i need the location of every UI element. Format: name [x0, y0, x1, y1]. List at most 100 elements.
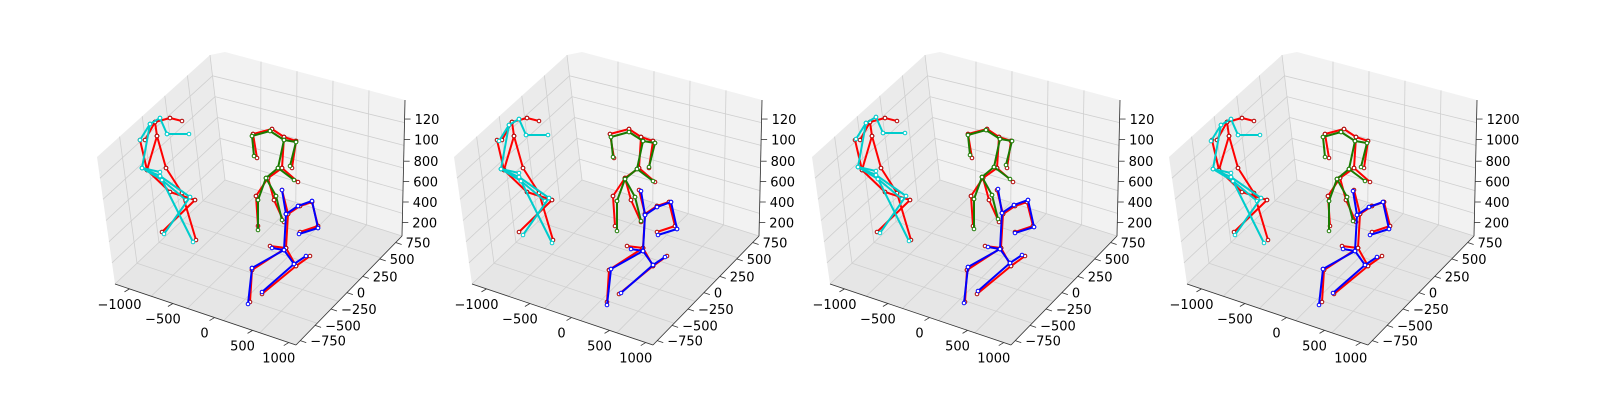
z-tick-label: 800 [1486, 155, 1511, 170]
skeleton-p1-pred-bone [141, 123, 151, 169]
skeleton-p3-pred-joint [245, 301, 251, 307]
skeleton-p3-pred-joint [1366, 204, 1372, 210]
skeleton-p1-pred-joint [164, 131, 170, 137]
skeleton-p1-pred-bone [518, 118, 527, 136]
skeleton-p1-gt-bone [869, 121, 873, 137]
skeleton-p1-gt-joint [549, 197, 555, 203]
grid-line [459, 96, 762, 200]
skeleton-p1-gt-joint [192, 197, 198, 203]
skeleton-p1-pred-joint [873, 172, 879, 178]
x-tick-label: −500 [860, 313, 896, 328]
skeleton-p2-pred-joint [251, 153, 257, 159]
grid-line [158, 242, 339, 302]
skeleton-p3-pred-joint [975, 288, 981, 294]
y-tick-label: −750 [1382, 335, 1418, 350]
skeleton-p1-pred-joint [520, 232, 526, 238]
z-tick-label: 100 [414, 133, 439, 148]
skeleton-p2-pred-joint [291, 177, 297, 183]
grid-line [462, 117, 761, 221]
skeleton-p1-gt-joint [1235, 165, 1241, 171]
skeleton-p3-pred-joint [1367, 232, 1373, 238]
skeleton-p1-pred-joint [157, 115, 163, 121]
skeleton-p1-pred-joint [906, 238, 912, 244]
skeleton-p2-pred-joint [1003, 162, 1009, 168]
z-tick-label: 120 [1130, 113, 1155, 128]
skeleton-p2-pred-joint [995, 216, 1001, 222]
y-axis-line [295, 235, 403, 346]
grid-line [1177, 117, 1476, 221]
skeleton-p3-pred-bone [1369, 228, 1390, 236]
skeleton-p3-pred-bone [297, 200, 313, 207]
x-tick [1239, 303, 1246, 307]
skeleton-p2-pred-bone [634, 196, 642, 222]
grid-line [873, 242, 1054, 302]
skeleton-p1-pred-bone [498, 124, 510, 142]
skeleton-p1-pred-bone [1232, 180, 1258, 202]
skeleton-p2-gt-bone [1324, 133, 1330, 159]
y-tick-label: 0 [714, 287, 722, 302]
grid-line [507, 190, 618, 297]
skeleton-p2-pred-bone [616, 178, 626, 202]
skeleton-p1-gt-joint [193, 237, 199, 243]
grid-line [1222, 190, 1333, 297]
skeleton-p2-pred-bone [1336, 178, 1348, 198]
skeleton-p2-pred-joint [983, 127, 989, 133]
skeleton-p3-pred-bone [999, 212, 1003, 250]
skeleton-p1-pred-joint [873, 168, 879, 174]
skeleton-p3-pred-bone [652, 256, 666, 266]
skeleton-p2-pred-joint [638, 218, 644, 224]
skeleton-p2-pred-joint [275, 165, 281, 171]
skeleton-p3-pred-joint [1362, 262, 1368, 268]
skeleton-p2-pred-joint [965, 132, 971, 138]
skeleton-p3-pred-bone [640, 190, 646, 216]
skeleton-p3-pred-bone [1332, 264, 1366, 294]
skeleton-p1-pred-bone [1210, 124, 1222, 142]
skeleton-p2-pred-bone [1322, 131, 1342, 138]
skeleton-p3-pred-joint [296, 231, 302, 237]
skeleton-p1-gt-joint [907, 197, 913, 203]
skeleton-p3-pred-joint [654, 204, 660, 210]
skeleton-p1-gt-joint [1265, 237, 1271, 243]
skeleton-p2-pred-joint [1362, 178, 1368, 184]
skeleton-p1-pred-bone [875, 116, 884, 134]
y-tick-label: 500 [1462, 253, 1487, 268]
skeleton-p1-pred-joint [1232, 232, 1238, 238]
x-tick [998, 342, 1004, 346]
skeleton-p3-pred-joint [638, 188, 644, 194]
grid-line [917, 200, 1096, 259]
skeleton-p3-pred-bone [1318, 268, 1324, 306]
y-tick [1402, 308, 1410, 312]
grid-line [150, 190, 261, 297]
x-tick-label: 0 [200, 327, 208, 342]
skeleton-p2-pred-bone [993, 166, 1011, 180]
y-tick [1451, 258, 1458, 262]
y-tick [657, 340, 664, 344]
skeleton-p2-gt-joint [254, 155, 260, 161]
x-tick-label: 500 [1302, 339, 1327, 354]
skeleton-p3-pred-bone [670, 201, 678, 230]
z-tick-label: 200 [769, 216, 794, 231]
skeleton-p3-pred-bone [1382, 201, 1390, 230]
skeleton-p1-pred-joint [161, 231, 167, 237]
skeleton-p2-pred-joint [255, 197, 261, 203]
skeleton-p3-pred-joint [604, 302, 610, 308]
skeleton-p1-gt-joint [163, 165, 169, 171]
z-tick-label: 600 [770, 176, 795, 191]
y-tick-label: 500 [747, 253, 772, 268]
skeleton-p2-pred-joint [610, 154, 616, 160]
skeleton-p3-gt-bone [295, 255, 311, 267]
skeleton-p2-pred-joint [991, 164, 997, 170]
skeleton-p2-pred-joint [1326, 228, 1332, 234]
skeleton-p1-pred-joint [1235, 132, 1241, 138]
skeleton-p2-pred-bone [1336, 168, 1350, 180]
skeleton-p2-gt-bone [609, 128, 630, 135]
x-tick [1355, 342, 1361, 346]
skeleton-p1-pred-joint [187, 194, 193, 200]
grid-line [537, 221, 717, 280]
grid-line [826, 158, 1118, 264]
skeleton-p2-pred-bone [628, 131, 644, 142]
skeleton-p1-pred-bone [1234, 197, 1262, 236]
grid-line [687, 80, 691, 214]
x-tick-label: −500 [145, 313, 181, 328]
skeleton-p1-pred-bone [879, 195, 907, 234]
